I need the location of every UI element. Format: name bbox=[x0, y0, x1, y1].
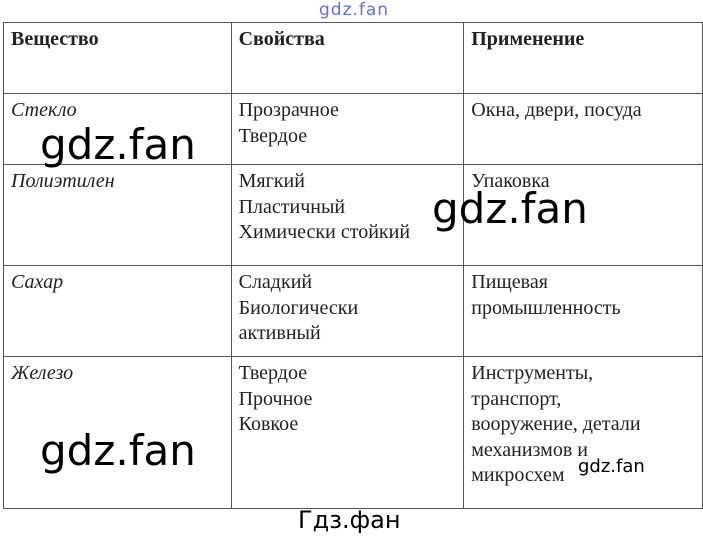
usage: Упаковка bbox=[471, 170, 550, 192]
usage-cell: Упаковка bbox=[463, 164, 703, 266]
property: Биологически bbox=[238, 296, 359, 319]
usage: промышленность bbox=[471, 296, 621, 319]
substances-table: Вещество Свойства Применение Стекло Проз… bbox=[3, 22, 703, 509]
table-header-row: Вещество Свойства Применение bbox=[3, 22, 703, 94]
usage: Окна, двери, посуда bbox=[471, 99, 642, 121]
usage: механизмов и bbox=[471, 438, 588, 461]
properties-cell: Прозрачное Твердое bbox=[230, 93, 465, 165]
property: Прозрачное bbox=[238, 99, 339, 121]
property: Твердое bbox=[238, 362, 308, 384]
usage-cell: Пищевая промышленность bbox=[463, 265, 703, 357]
properties-cell: Мягкий Пластичный Химически стойкий bbox=[230, 164, 465, 266]
property: Мягкий bbox=[238, 170, 305, 192]
usage: Инструменты, bbox=[471, 362, 594, 384]
watermark-top: gdz.fan bbox=[319, 0, 390, 20]
property: Сладкий bbox=[238, 271, 313, 293]
table-row: Сахар Сладкий Биологически активный Пище… bbox=[3, 265, 703, 357]
watermark-bottom: Гдз.фан bbox=[298, 506, 401, 534]
property: Твердое bbox=[238, 124, 308, 147]
properties-cell: Сладкий Биологически активный bbox=[230, 265, 465, 357]
property: Прочное bbox=[238, 387, 313, 410]
usage: транспорт, bbox=[471, 387, 562, 410]
table-row: Стекло Прозрачное Твердое Окна, двери, п… bbox=[3, 93, 703, 165]
header-usage: Применение bbox=[463, 22, 703, 94]
property: Химически стойкий bbox=[238, 221, 411, 243]
header-substance: Вещество bbox=[3, 22, 232, 94]
substance-cell: Сахар bbox=[3, 265, 232, 357]
properties-cell: Твердое Прочное Ковкое bbox=[230, 356, 465, 509]
table-row: Полиэтилен Мягкий Пластичный Химически с… bbox=[3, 164, 703, 266]
property: Пластичный bbox=[238, 195, 346, 218]
watermark-large: gdz.fan bbox=[40, 120, 196, 169]
table-row: Железо Твердое Прочное Ковкое Инструмент… bbox=[3, 356, 703, 509]
usage: микросхем bbox=[471, 464, 565, 486]
substance-cell: Железо bbox=[3, 356, 232, 509]
watermark-large: gdz.fan bbox=[432, 184, 588, 233]
property: активный bbox=[238, 322, 321, 344]
property: Ковкое bbox=[238, 413, 299, 435]
watermark-large: gdz.fan bbox=[40, 426, 196, 475]
usage: вооружение, детали bbox=[471, 413, 641, 435]
usage-cell: Инструменты, транспорт, вооружение, дета… bbox=[463, 356, 703, 509]
watermark-small: gdz.fan bbox=[578, 456, 645, 477]
header-properties: Свойства bbox=[230, 22, 465, 94]
substance-cell: Полиэтилен bbox=[3, 164, 232, 266]
usage: Пищевая bbox=[471, 271, 548, 293]
usage-cell: Окна, двери, посуда bbox=[463, 93, 703, 165]
substance-cell: Стекло bbox=[3, 93, 232, 165]
